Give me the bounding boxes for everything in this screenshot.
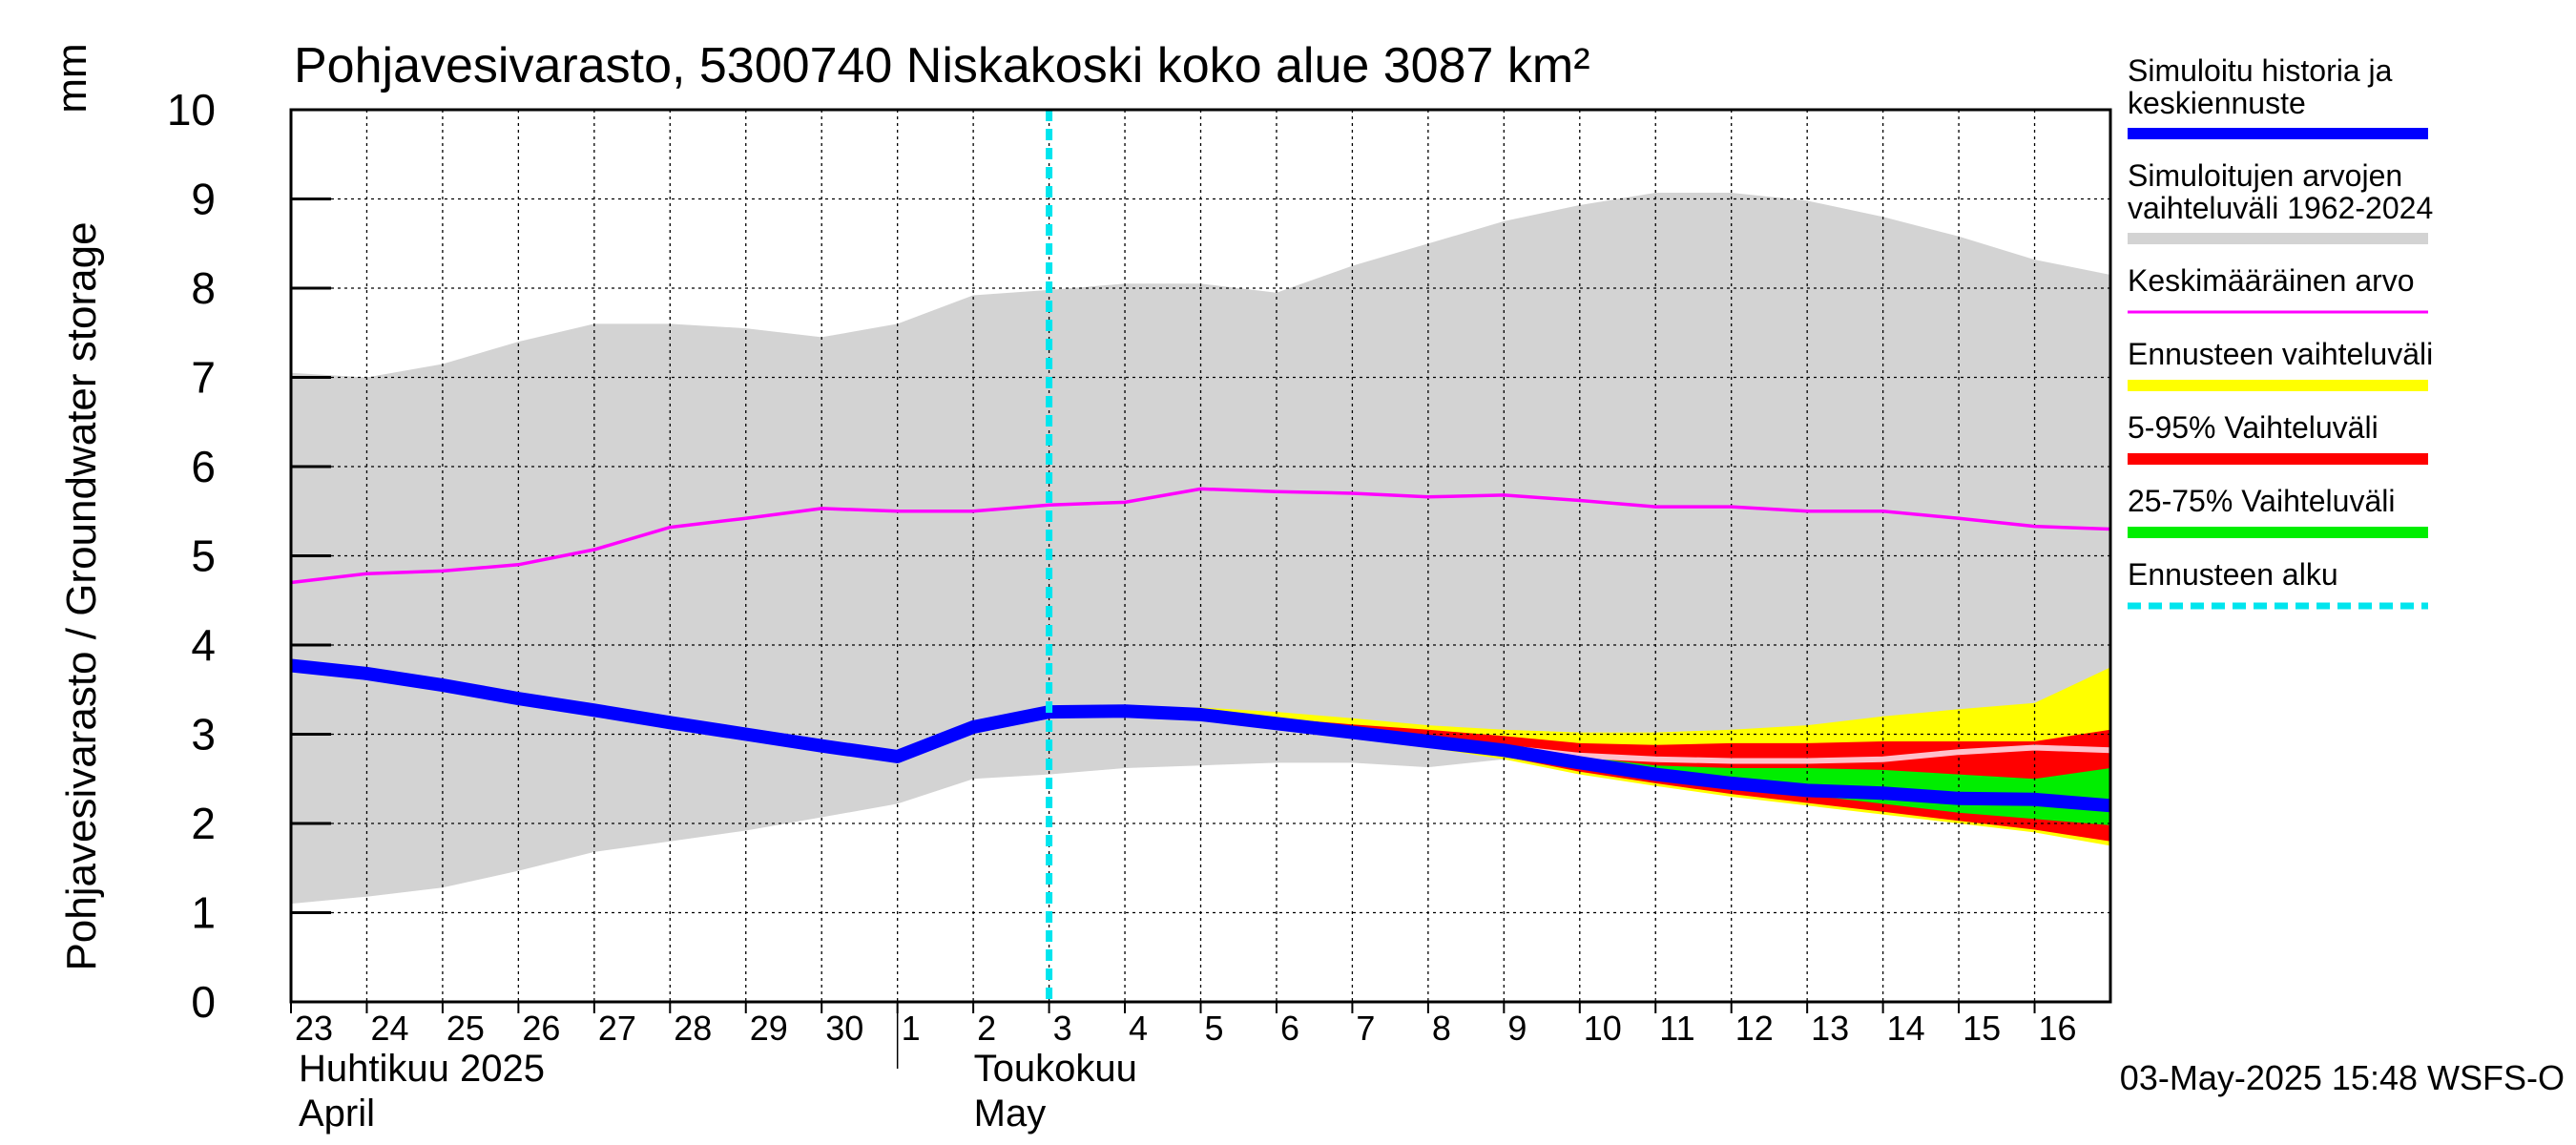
month-label-en: April [299,1093,375,1135]
x-tick-label: 9 [1507,1009,1527,1048]
x-tick-label: 2 [977,1009,996,1048]
legend-label: 5-95% Vaihteluväli [2128,410,2379,445]
x-tick-label: 7 [1356,1009,1375,1048]
x-tick-label: 28 [674,1009,712,1048]
y-tick-label: 10 [167,85,216,135]
x-tick-label: 10 [1584,1009,1622,1048]
y-axis-unit: mm [49,43,95,113]
x-tick-label: 25 [447,1009,485,1048]
x-tick-label: 16 [2039,1009,2077,1048]
footer-timestamp: 03-May-2025 15:48 WSFS-O [2120,1058,2565,1097]
y-tick-label: 3 [191,710,216,760]
x-tick-label: 5 [1205,1009,1224,1048]
legend-label: Simuloitu historia ja [2128,53,2393,88]
x-tick-label: 26 [522,1009,560,1048]
x-tick-label: 30 [825,1009,863,1048]
month-label-en: May [974,1093,1047,1135]
y-tick-label: 7 [191,353,216,403]
y-axis-label: Pohjavesivarasto / Groundwater storage [58,221,105,970]
mean-line [290,487,2111,585]
x-tick-label: 4 [1129,1009,1148,1048]
legend-label-line2: keskiennuste [2128,86,2306,120]
p5-95-band [1049,710,2110,842]
y-tick-label: 4 [191,620,216,670]
x-tick-label: 14 [1887,1009,1925,1048]
x-tick-label: 8 [1432,1009,1451,1048]
x-tick-label: 27 [598,1009,636,1048]
history-forecast-line [290,658,2111,813]
x-tick-label: 24 [370,1009,408,1048]
chart-grid [291,110,2110,1002]
y-tick-label: 1 [191,888,216,938]
x-tick-label: 13 [1811,1009,1849,1048]
x-tick-label: 3 [1053,1009,1072,1048]
x-tick-label: 6 [1280,1009,1299,1048]
legend-label: Ennusteen alku [2128,557,2338,592]
y-axis-ticks: 0 1 2 3 4 5 6 7 8 9 10 [167,85,331,1027]
y-tick-label: 9 [191,175,216,224]
x-tick-label: 29 [750,1009,788,1048]
legend-label: Keskimääräinen arvo [2128,263,2415,298]
chart-title: Pohjavesivarasto, 5300740 Niskakoski kok… [294,38,1590,94]
month-label-fi: Huhtikuu 2025 [299,1048,545,1090]
legend-label-line2: vaihteluväli 1962-2024 [2128,191,2433,225]
legend-label: Simuloitujen arvojen [2128,158,2402,193]
y-tick-label: 2 [191,799,216,848]
x-tick-label: 15 [1963,1009,2001,1048]
x-axis-ticks: 23 24 25 26 27 28 29 30 1 2 3 4 5 6 7 8 9 10 11 12 13 14 15 16 [290,1002,2077,1048]
y-tick-label: 6 [191,442,216,491]
x-tick-label: 11 [1659,1009,1694,1048]
x-tick-label: 23 [295,1009,333,1048]
legend-label: 25-75% Vaihteluväli [2128,484,2395,518]
month-label-fi: Toukokuu [974,1048,1137,1090]
x-tick-label: 1 [902,1009,921,1048]
legend-label: Ennusteen vaihteluväli [2128,337,2433,371]
x-tick-label: 12 [1735,1009,1774,1048]
chart-lines [290,110,2111,1002]
y-tick-label: 0 [191,977,216,1027]
forecast-median-line [1503,744,2111,764]
y-tick-label: 5 [191,531,216,581]
y-tick-label: 8 [191,263,216,313]
